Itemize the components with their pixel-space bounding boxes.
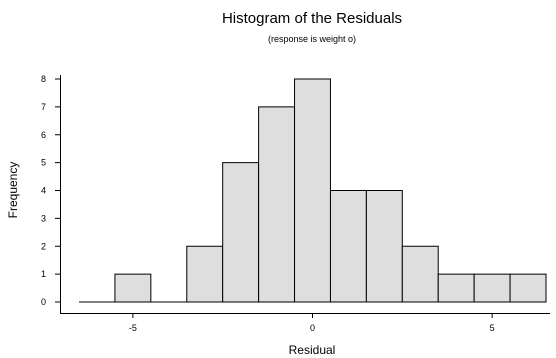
histogram-bar xyxy=(473,273,511,303)
x-tick-label: 0 xyxy=(310,323,315,333)
y-tick-label: 4 xyxy=(41,186,46,196)
y-tick-label: 5 xyxy=(41,158,46,168)
histogram-bar xyxy=(186,245,224,303)
y-tick-label: 6 xyxy=(41,130,46,140)
y-axis-label: Frequency xyxy=(6,162,20,219)
y-tick-label: 0 xyxy=(41,297,46,307)
y-tick-label: 2 xyxy=(41,241,46,251)
y-axis: 0 1 2 3 4 5 6 7 8 xyxy=(41,74,61,314)
y-tick-label: 7 xyxy=(41,102,46,112)
histogram-bar xyxy=(222,162,260,303)
x-tick-label: 5 xyxy=(490,323,495,333)
chart-subtitle: (response is weight o) xyxy=(268,34,356,44)
histogram-bar xyxy=(294,78,331,303)
y-tick-label: 8 xyxy=(41,74,46,84)
histogram-bars xyxy=(79,78,547,303)
histogram-bar xyxy=(365,190,403,303)
histogram-bar xyxy=(401,245,439,303)
histogram-bar xyxy=(258,106,296,303)
chart-title: Histogram of the Residuals xyxy=(222,10,402,27)
x-tick-label: -5 xyxy=(129,323,137,333)
x-axis: -5 0 5 xyxy=(60,313,550,333)
histogram-bar xyxy=(437,273,475,303)
histogram-bar xyxy=(114,273,152,303)
y-tick-label: 3 xyxy=(41,213,46,223)
histogram-bar xyxy=(509,273,547,303)
y-tick-label: 1 xyxy=(41,269,46,279)
x-axis-label: Residual xyxy=(289,343,336,357)
histogram-bar xyxy=(329,190,367,303)
